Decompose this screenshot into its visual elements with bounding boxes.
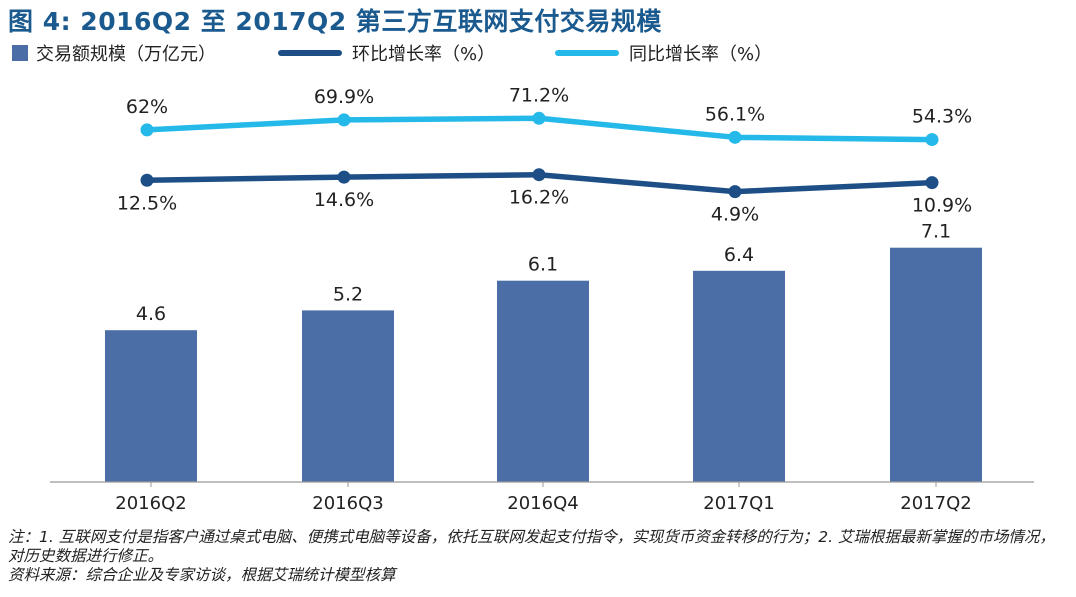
mom-label-2016Q4: 16.2%	[509, 187, 569, 209]
bar-label-2017Q2: 7.1	[921, 221, 951, 243]
yoy-label-2017Q2: 54.3%	[912, 106, 972, 128]
bar-label-2017Q1: 6.4	[724, 244, 754, 266]
yoy-point-2016Q2	[140, 123, 154, 137]
chart-notes: 注：1. 互联网支付是指客户通过桌式电脑、便携式电脑等设备，依托互联网发起支付指…	[8, 528, 1068, 585]
yoy-point-2017Q2	[925, 133, 939, 147]
legend-label-volume: 交易额规模（万亿元）	[36, 44, 216, 65]
x-tick-label-2016Q4: 2016Q4	[507, 493, 578, 514]
legend-swatch-mom	[278, 50, 342, 56]
legend-item-mom: 环比增长率（%）	[278, 40, 495, 66]
legend-swatch-volume	[12, 45, 28, 61]
chart-legend: 交易额规模（万亿元） 环比增长率（%） 同比增长率（%）	[0, 40, 1076, 66]
legend-item-volume: 交易额规模（万亿元）	[12, 40, 216, 66]
bar-2016Q4	[497, 280, 589, 482]
mom-label-2017Q2: 10.9%	[912, 195, 972, 217]
bar-2016Q3	[302, 310, 394, 482]
bar-2017Q1	[693, 270, 785, 482]
x-tick-label-2016Q3: 2016Q3	[312, 493, 383, 514]
x-tick-label-2017Q1: 2017Q1	[703, 493, 774, 514]
bar-label-2016Q3: 5.2	[333, 283, 363, 305]
mom-point-2016Q3	[337, 170, 351, 184]
note-text: 注：1. 互联网支付是指客户通过桌式电脑、便携式电脑等设备，依托互联网发起支付指…	[8, 528, 1055, 565]
legend-swatch-yoy	[555, 50, 619, 56]
yoy-label-2016Q4: 71.2%	[509, 84, 569, 106]
bar-2017Q2	[890, 247, 982, 482]
x-tick-label-2016Q2: 2016Q2	[115, 493, 186, 514]
legend-label-yoy: 同比增长率（%）	[629, 44, 773, 65]
bar-2016Q2	[105, 330, 197, 482]
mom-label-2017Q1: 4.9%	[711, 204, 759, 226]
yoy-point-2016Q4	[532, 111, 546, 125]
yoy-label-2016Q2: 62%	[126, 96, 168, 118]
mom-point-2017Q1	[728, 185, 742, 199]
mom-label-2016Q3: 14.6%	[314, 189, 374, 211]
legend-item-yoy: 同比增长率（%）	[555, 40, 772, 66]
yoy-point-2017Q1	[728, 130, 742, 144]
legend-label-mom: 环比增长率（%）	[352, 44, 496, 65]
yoy-label-2016Q3: 69.9%	[314, 86, 374, 108]
chart-title: 图 4: 2016Q2 至 2017Q2 第三方互联网支付交易规模	[8, 7, 662, 36]
bar-label-2016Q2: 4.6	[136, 303, 166, 325]
mom-point-2016Q2	[140, 173, 154, 187]
mom-label-2016Q2: 12.5%	[117, 192, 177, 214]
source-text: 资料来源：综合企业及专家访谈，根据艾瑞统计模型核算	[8, 566, 396, 584]
mom-point-2016Q4	[532, 168, 546, 182]
bar-label-2016Q4: 6.1	[528, 254, 558, 276]
yoy-point-2016Q3	[337, 113, 351, 127]
mom-point-2017Q2	[925, 176, 939, 190]
chart-plot: 4.6 5.2 6.1 6.4 7.1 2016Q2 2016Q3 2016Q4 2017Q1 2…	[50, 84, 1034, 514]
x-tick-label-2017Q2: 2017Q2	[900, 493, 971, 514]
yoy-label-2017Q1: 56.1%	[705, 103, 765, 125]
